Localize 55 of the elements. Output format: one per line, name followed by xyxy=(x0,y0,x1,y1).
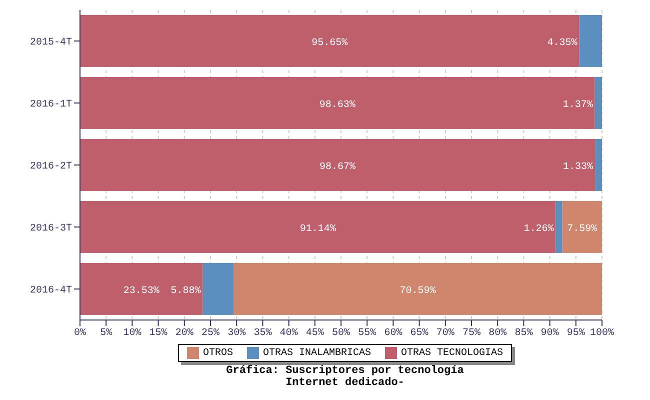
bar xyxy=(80,138,596,191)
data-label: 5.88% xyxy=(170,286,201,297)
x-tick-label: 65% xyxy=(410,328,428,340)
x-tick-label: 45% xyxy=(306,328,324,340)
x-tick-label: 35% xyxy=(254,328,272,340)
x-tick-label: 60% xyxy=(384,328,402,340)
x-tick-label: 85% xyxy=(514,328,533,340)
x-tick-label: 100% xyxy=(590,328,614,340)
data-label: 1.26% xyxy=(524,224,554,235)
y-tick-label: 2016-1T xyxy=(30,100,72,111)
x-tick-label: 30% xyxy=(228,328,246,340)
x-tick-label: 20% xyxy=(175,328,194,340)
bar xyxy=(80,76,595,129)
bar xyxy=(579,14,602,67)
bar xyxy=(202,262,234,315)
bar xyxy=(80,262,203,315)
data-label: 70.59% xyxy=(400,286,436,297)
bar xyxy=(234,262,602,315)
x-tick-label: 70% xyxy=(436,328,454,340)
data-label: 4.35% xyxy=(547,38,578,49)
x-tick-label: 55% xyxy=(358,328,376,340)
data-label: 1.33% xyxy=(563,162,594,173)
bar xyxy=(562,200,602,253)
text: Gráfica: Suscriptores por tecnología xyxy=(226,365,464,377)
legend-label: OTRAS TECNOLOGIAS xyxy=(401,348,504,358)
y-tick-label: 2015-4T xyxy=(30,38,72,49)
bar xyxy=(80,200,556,253)
x-tick-label: 10% xyxy=(123,328,142,340)
legend-label: OTROS xyxy=(202,348,233,358)
x-tick-label: 75% xyxy=(462,328,481,340)
legend-label: OTRAS INALAMBRICAS xyxy=(262,348,371,358)
bar xyxy=(556,200,562,253)
x-tick-label: 40% xyxy=(280,328,298,340)
data-label: 23.53% xyxy=(123,286,160,297)
x-tick-label: 25% xyxy=(201,328,220,340)
y-tick-label: 2016-3T xyxy=(30,224,72,235)
data-label: 7.59% xyxy=(567,224,598,235)
data-label: 98.67% xyxy=(320,162,356,173)
x-tick-label: 95% xyxy=(566,328,585,340)
x-tick-label: 5% xyxy=(100,328,112,340)
x-tick-label: 0% xyxy=(74,328,86,340)
bar xyxy=(594,76,602,129)
x-tick-label: 15% xyxy=(149,328,168,340)
x-tick-label: 90% xyxy=(540,328,559,340)
y-tick-label: 2016-4T xyxy=(30,286,72,297)
bar xyxy=(80,14,580,67)
data-label: 91.14% xyxy=(300,224,336,235)
data-label: 1.37% xyxy=(562,100,593,111)
y-tick-label: 2016-2T xyxy=(30,162,72,173)
x-tick-label: 50% xyxy=(332,328,350,340)
data-label: 98.63% xyxy=(319,100,356,111)
x-tick-label: 80% xyxy=(488,328,507,340)
text: Internet dedicado- xyxy=(284,377,406,389)
data-label: 95.65% xyxy=(312,38,348,49)
bar xyxy=(595,138,602,191)
